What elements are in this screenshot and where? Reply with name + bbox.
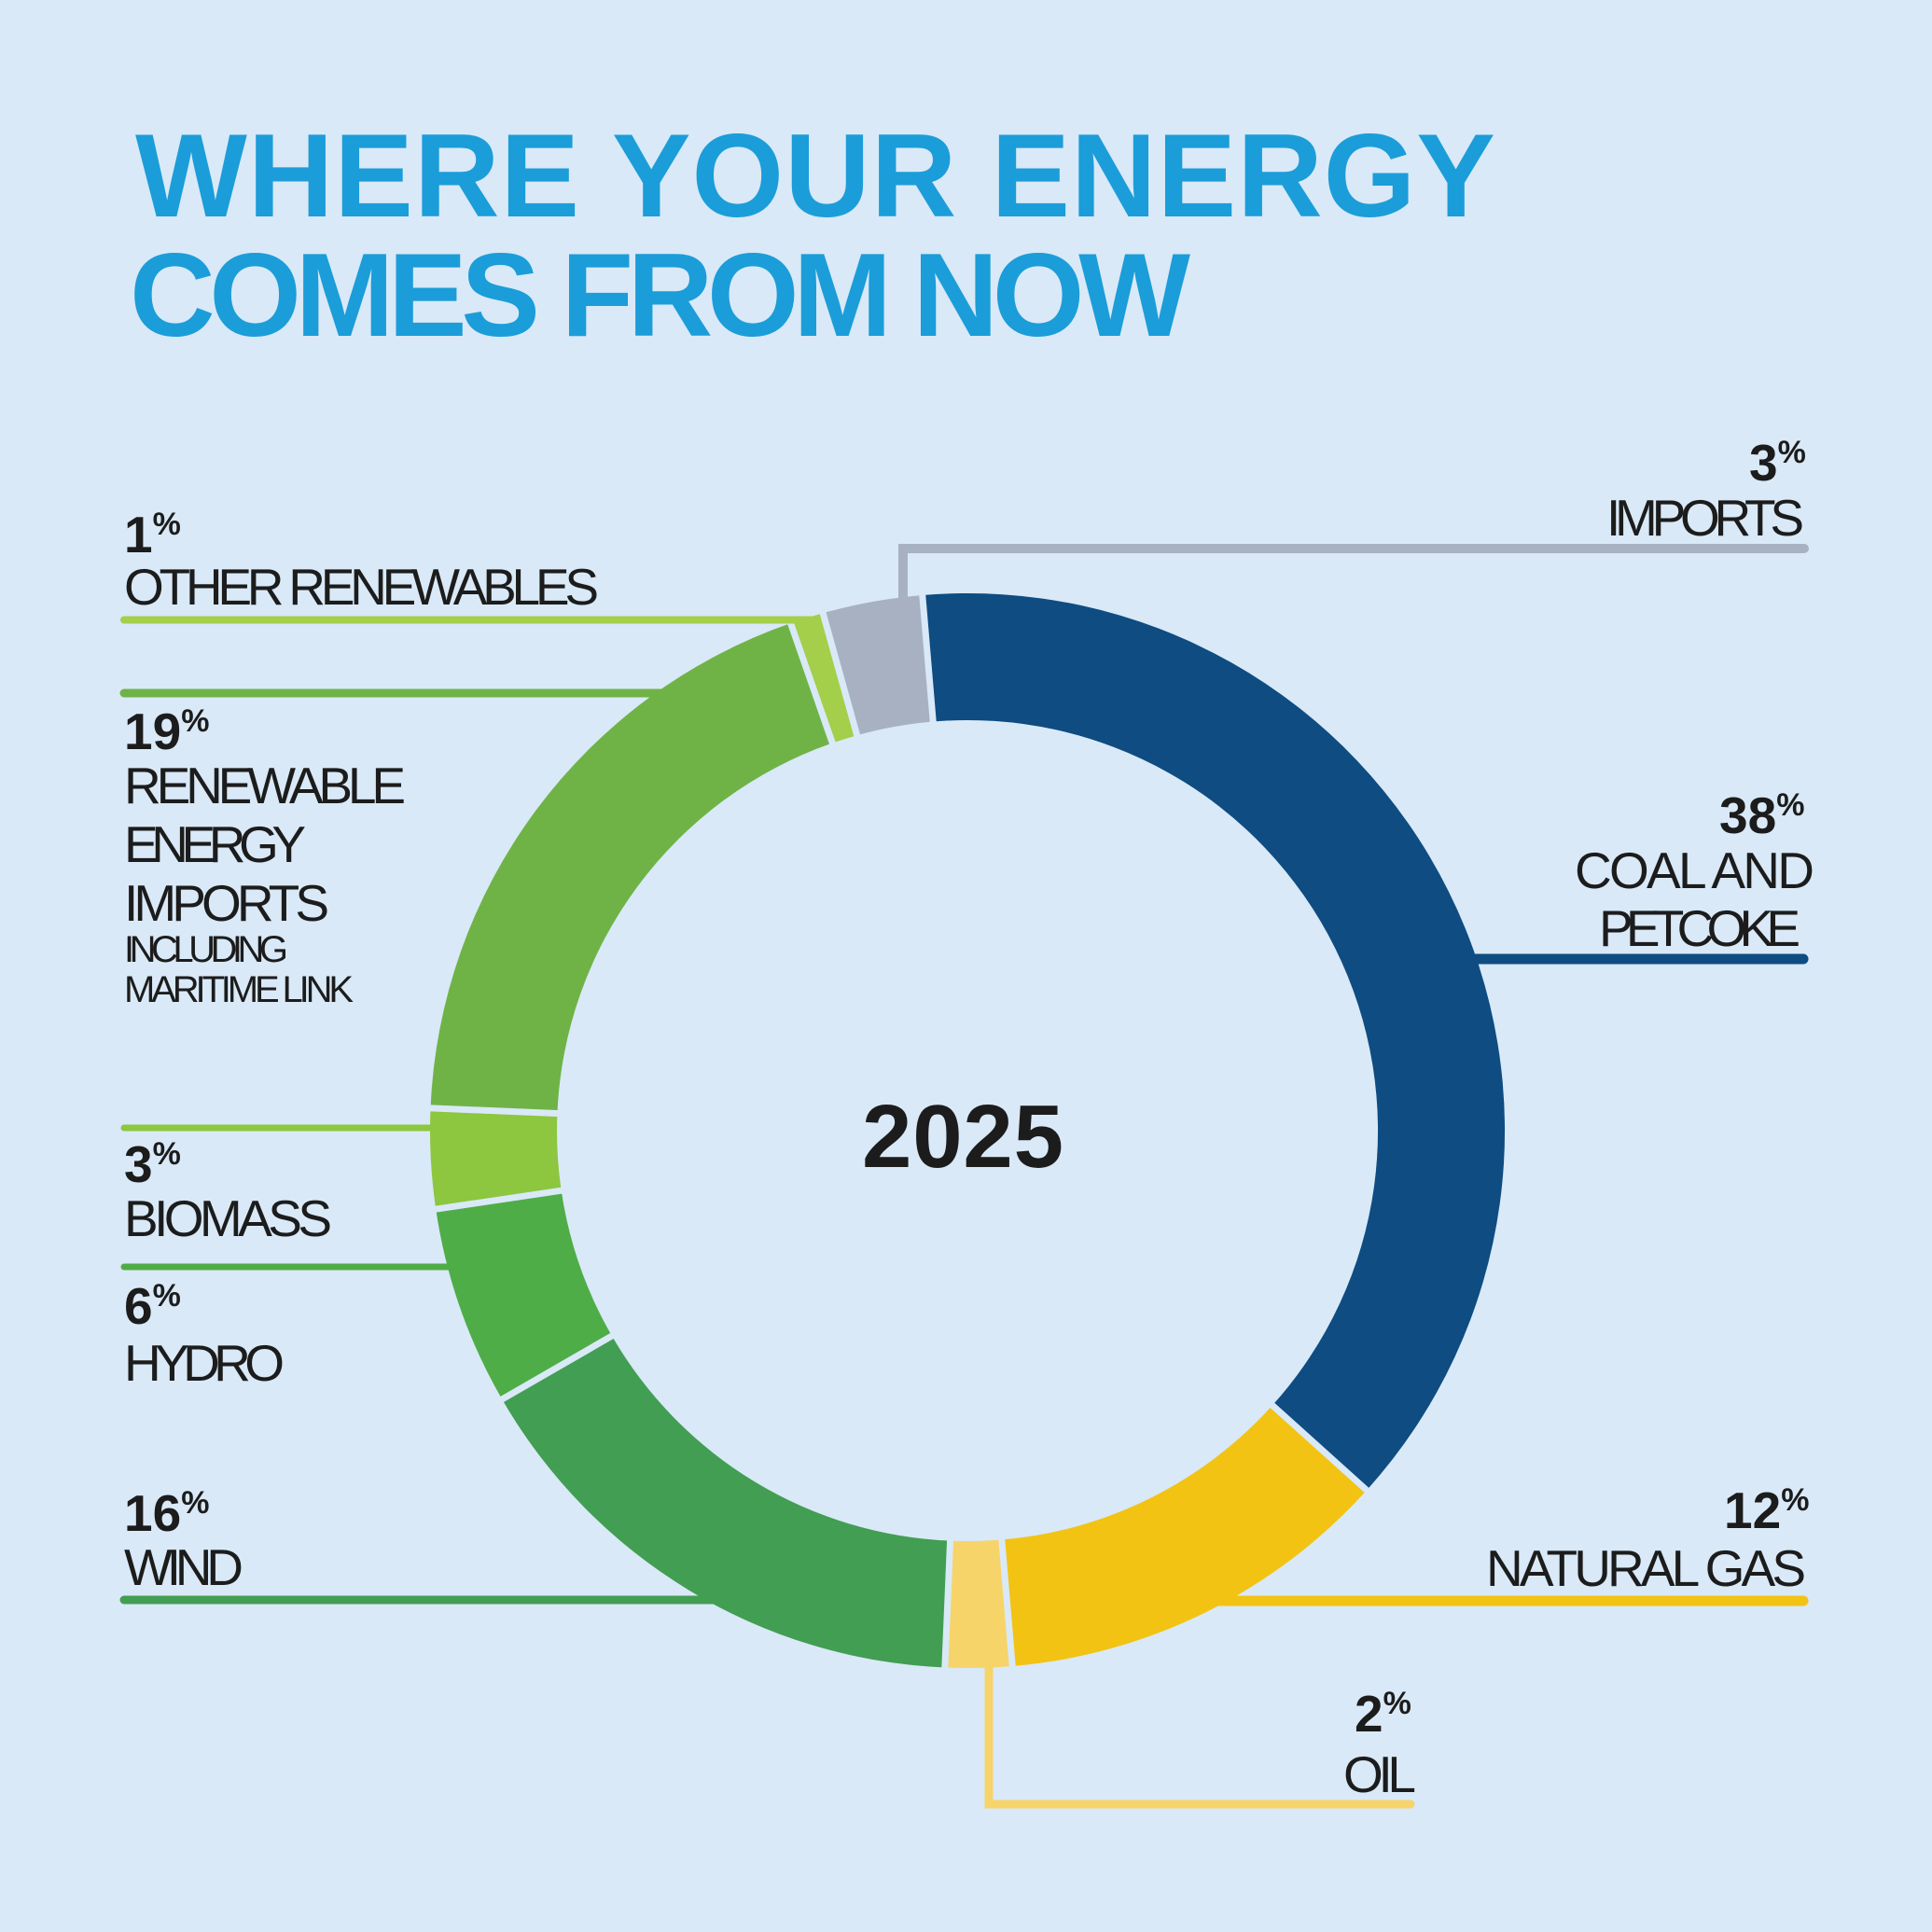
svg-text:PETCOKE: PETCOKE (1599, 899, 1800, 957)
svg-text:6%: 6% (124, 1277, 181, 1335)
svg-text:3%: 3% (124, 1135, 181, 1193)
svg-text:COAL AND: COAL AND (1575, 841, 1814, 899)
svg-text:12%: 12% (1724, 1481, 1809, 1539)
svg-text:16%: 16% (124, 1484, 209, 1542)
svg-text:RENEWABLE: RENEWABLE (124, 757, 406, 814)
svg-text:ENERGY: ENERGY (124, 815, 306, 873)
svg-text:WIND: WIND (124, 1538, 243, 1596)
svg-text:INCLUDING: INCLUDING (124, 929, 288, 970)
svg-text:19%: 19% (124, 702, 209, 760)
svg-text:38%: 38% (1719, 786, 1804, 844)
svg-text:3%: 3% (1749, 434, 1806, 492)
svg-text:2%: 2% (1355, 1685, 1411, 1743)
svg-text:WHERE YOUR ENERGY: WHERE YOUR ENERGY (135, 109, 1495, 242)
svg-text:2025: 2025 (862, 1087, 1063, 1187)
svg-text:IMPORTS: IMPORTS (1606, 489, 1804, 547)
svg-text:COMES FROM NOW: COMES FROM NOW (130, 229, 1190, 361)
svg-text:IMPORTS: IMPORTS (124, 874, 329, 932)
svg-text:BIOMASS: BIOMASS (124, 1189, 332, 1247)
svg-text:HYDRO: HYDRO (124, 1334, 285, 1392)
svg-text:OTHER RENEWABLES: OTHER RENEWABLES (124, 558, 599, 616)
svg-text:MARITIME LINK: MARITIME LINK (124, 969, 354, 1010)
svg-text:OIL: OIL (1343, 1745, 1416, 1803)
svg-text:1%: 1% (124, 506, 181, 563)
svg-text:NATURAL GAS: NATURAL GAS (1486, 1539, 1806, 1597)
